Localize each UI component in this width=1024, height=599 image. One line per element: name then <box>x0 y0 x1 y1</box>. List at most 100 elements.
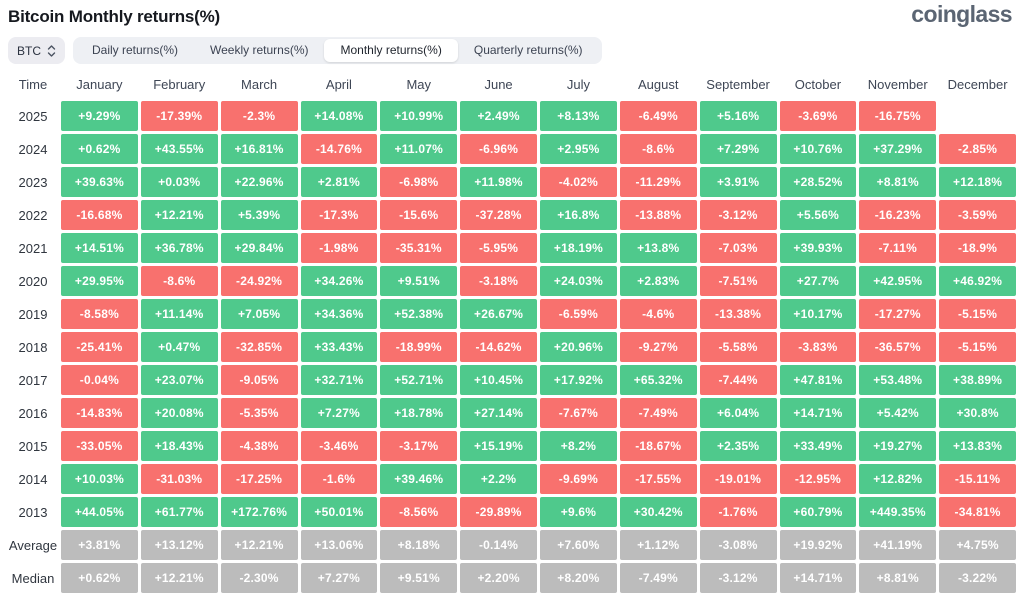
return-cell: +34.36% <box>300 299 378 329</box>
return-cell: -17.27% <box>859 299 937 329</box>
controls-bar: BTC Daily returns(%) Weekly returns(%) Mon… <box>8 37 1016 64</box>
return-cell: +2.81% <box>300 167 378 197</box>
return-cell: -7.11% <box>859 233 937 263</box>
return-cell: +7.05% <box>220 299 298 329</box>
return-cell: -36.57% <box>859 332 937 362</box>
return-cell: +5.42% <box>859 398 937 428</box>
return-cell: +20.08% <box>140 398 218 428</box>
return-cell: -11.29% <box>619 167 697 197</box>
coin-select-value: BTC <box>17 43 41 58</box>
return-cell: +14.71% <box>779 398 857 428</box>
return-cell: +11.07% <box>380 134 458 164</box>
return-cell: -15.11% <box>939 464 1016 494</box>
return-cell: +42.95% <box>859 266 937 296</box>
return-cell: -7.51% <box>699 266 777 296</box>
row-label: 2022 <box>18 207 48 223</box>
tab-daily-returns[interactable]: Daily returns(%) <box>92 43 179 57</box>
row-label: 2023 <box>18 174 48 190</box>
return-cell: +8.81% <box>859 563 937 593</box>
return-cell: +2.2% <box>460 464 537 494</box>
column-header-july: July <box>566 76 590 92</box>
return-cell: -8.58% <box>61 299 138 329</box>
return-cell: -3.69% <box>779 101 857 131</box>
table-row-2019: 2019 -8.58% +11.14% +7.05% +34.36% +52.38% +26… <box>8 299 1016 329</box>
return-cell: +4.75% <box>939 530 1016 560</box>
return-cell: -14.76% <box>300 134 378 164</box>
column-header-september: September <box>706 76 770 92</box>
return-cell: -7.67% <box>540 398 617 428</box>
return-cell: -14.62% <box>460 332 537 362</box>
coin-select-dropdown[interactable]: BTC <box>8 37 65 64</box>
return-cell: -4.38% <box>220 431 298 461</box>
return-cell: -35.31% <box>380 233 458 263</box>
returns-tab-bar: Daily returns(%) Weekly returns(%) Monthly… <box>73 37 602 64</box>
table-row-2021: 2021 +14.51% +36.78% +29.84% -1.98% -35.31% -5… <box>8 233 1016 263</box>
return-cell: +18.43% <box>140 431 218 461</box>
monthly-returns-table: Time January February March April May June July… <box>8 71 1016 593</box>
return-cell: +65.32% <box>619 365 697 395</box>
return-cell: +8.2% <box>540 431 617 461</box>
return-cell: +33.43% <box>300 332 378 362</box>
return-cell: +32.71% <box>300 365 378 395</box>
return-cell: +29.84% <box>220 233 298 263</box>
return-cell: -8.6% <box>140 266 218 296</box>
return-cell: +53.48% <box>859 365 937 395</box>
table-row-2018: 2018 -25.41% +0.47% -32.85% +33.43% -18.99% -1… <box>8 332 1016 362</box>
return-cell: +43.55% <box>140 134 218 164</box>
return-cell: -19.01% <box>699 464 777 494</box>
return-cell: +46.92% <box>939 266 1016 296</box>
table-body: 2025 +9.29% -17.39% -2.3% +14.08% +10.99% +2.4… <box>8 101 1016 593</box>
return-cell: -7.49% <box>619 398 697 428</box>
return-cell: +6.04% <box>699 398 777 428</box>
return-cell: +52.71% <box>380 365 458 395</box>
return-cell: +61.77% <box>140 497 218 527</box>
return-cell: -16.68% <box>61 200 138 230</box>
return-cell: -2.30% <box>220 563 298 593</box>
return-cell: -6.96% <box>460 134 537 164</box>
return-cell: +9.6% <box>540 497 617 527</box>
return-cell: -1.76% <box>699 497 777 527</box>
return-cell: -31.03% <box>140 464 218 494</box>
return-cell: +14.51% <box>61 233 138 263</box>
table-row-2016: 2016 -14.83% +20.08% -5.35% +7.27% +18.78% +27… <box>8 398 1016 428</box>
return-cell: +38.89% <box>939 365 1016 395</box>
return-cell: +29.95% <box>61 266 138 296</box>
return-cell: +8.20% <box>540 563 617 593</box>
return-cell: +18.19% <box>540 233 617 263</box>
return-cell: +2.49% <box>460 101 537 131</box>
return-cell: -7.44% <box>699 365 777 395</box>
return-cell: -17.25% <box>220 464 298 494</box>
return-cell: +17.92% <box>540 365 617 395</box>
return-cell: +16.8% <box>540 200 617 230</box>
column-header-june: June <box>484 76 513 92</box>
tab-quarterly-returns[interactable]: Quarterly returns(%) <box>473 43 583 57</box>
return-cell: +11.14% <box>140 299 218 329</box>
return-cell: -8.6% <box>619 134 697 164</box>
return-cell: -13.38% <box>699 299 777 329</box>
return-cell: -6.98% <box>380 167 458 197</box>
return-cell: -13.88% <box>619 200 697 230</box>
return-cell: +449.35% <box>859 497 937 527</box>
return-cell: -5.15% <box>939 332 1016 362</box>
return-cell: -4.02% <box>540 167 617 197</box>
return-cell: +12.21% <box>220 530 298 560</box>
return-cell: +10.76% <box>779 134 857 164</box>
return-cell: +12.82% <box>859 464 937 494</box>
return-cell: +9.51% <box>380 266 458 296</box>
return-cell: +5.16% <box>699 101 777 131</box>
tab-weekly-returns[interactable]: Weekly returns(%) <box>210 43 309 57</box>
return-cell: +12.21% <box>140 200 218 230</box>
return-cell: +3.91% <box>699 167 777 197</box>
return-cell: +9.29% <box>61 101 138 131</box>
return-cell: -3.17% <box>380 431 458 461</box>
return-cell: +37.29% <box>859 134 937 164</box>
return-cell: +39.63% <box>61 167 138 197</box>
return-cell: +2.35% <box>699 431 777 461</box>
return-cell: -1.6% <box>300 464 378 494</box>
tab-monthly-returns[interactable]: Monthly returns(%) <box>324 39 458 62</box>
return-cell: -5.15% <box>939 299 1016 329</box>
return-cell: +11.98% <box>460 167 537 197</box>
row-label: 2017 <box>18 372 48 388</box>
return-cell: +10.99% <box>380 101 458 131</box>
return-cell: -16.75% <box>859 101 937 131</box>
